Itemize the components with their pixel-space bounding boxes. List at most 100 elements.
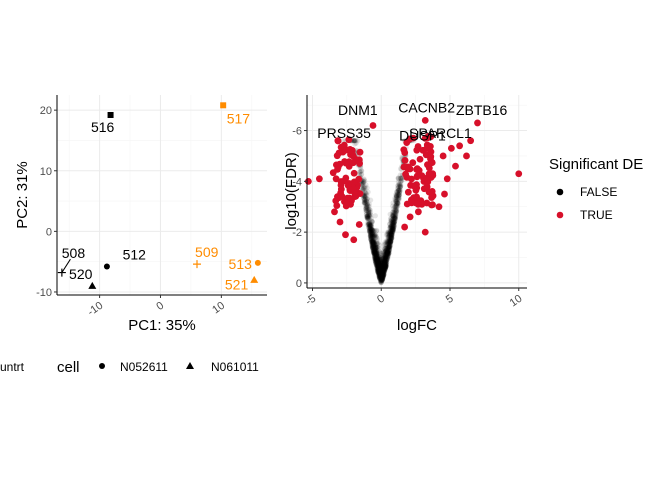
volcano-point-false (392, 214, 398, 220)
volcano-point-false (373, 261, 379, 267)
volcano-point-false (364, 215, 371, 221)
volcano-point-false (385, 250, 391, 256)
volcano-point-false (372, 254, 378, 261)
volcano-point-false (372, 235, 378, 242)
volcano-point-false (378, 274, 384, 280)
volcano-point-false (376, 273, 383, 280)
volcano-point-false (381, 262, 387, 268)
volcano-point-false (377, 268, 383, 275)
volcano-point-false (381, 258, 387, 264)
volcano-point-false (379, 276, 385, 282)
volcano-point-false (365, 212, 371, 218)
volcano-point-false (384, 252, 390, 259)
volcano-point-true (344, 182, 352, 189)
volcano-point-false (384, 249, 390, 255)
volcano-point-false (373, 259, 379, 265)
volcano-point-false (376, 260, 382, 266)
volcano-point-false (379, 254, 385, 260)
volcano-point-false (398, 179, 404, 185)
volcano-point-false (378, 264, 384, 271)
volcano-point-true (350, 178, 358, 186)
volcano-point-false (379, 274, 385, 280)
volcano-point-false (380, 255, 386, 261)
volcano-point-false (356, 171, 363, 177)
volcano-point-false (378, 268, 384, 274)
volcano-point-false (368, 227, 374, 233)
legend-clipped-label: untrt (0, 360, 25, 374)
volcano-point-false (374, 262, 380, 268)
volcano-point-false (376, 269, 383, 275)
volcano-point-false (372, 258, 378, 264)
volcano-point-false (370, 237, 376, 244)
volcano-point-false (372, 256, 378, 262)
volcano-point-false (367, 230, 373, 236)
volcano-point-false (364, 196, 371, 202)
volcano-point-false (370, 234, 376, 240)
volcano-point-false (376, 273, 382, 279)
volcano-point-false (371, 234, 377, 240)
volcano-point-false (388, 234, 394, 241)
volcano-point-false (385, 252, 391, 258)
volcano-point-false (391, 220, 397, 227)
volcano-point-false (394, 198, 400, 204)
pca-label-connector-508 (61, 258, 71, 273)
volcano-point-false (382, 263, 388, 269)
volcano-point-false (376, 270, 382, 276)
volcano-point-false (392, 205, 398, 211)
volcano-point-true (337, 143, 345, 151)
volcano-point-false (390, 209, 396, 215)
volcano-point-true (404, 188, 412, 196)
volcano-point-false (385, 248, 392, 254)
volcano-point-false (361, 179, 367, 185)
volcano-point-false (378, 266, 385, 272)
volcano-point-false (384, 256, 390, 262)
volcano-point-false (369, 234, 375, 240)
volcano-point-false (363, 198, 370, 205)
volcano-point-false (387, 231, 394, 238)
volcano-point-false (369, 244, 376, 250)
volcano-point-false (378, 278, 384, 284)
volcano-point-false (374, 244, 380, 251)
volcano-point-true (350, 169, 358, 177)
volcano-point-false (377, 270, 383, 276)
volcano-point-false (386, 231, 392, 237)
volcano-point-false (388, 232, 394, 238)
volcano-point-false (380, 273, 386, 279)
volcano-point-false (389, 227, 396, 233)
volcano-point-false (383, 245, 389, 252)
volcano-point-false (365, 213, 371, 219)
volcano-point-false (380, 272, 386, 278)
volcano-point-false (390, 225, 396, 231)
volcano-point-false (387, 239, 393, 245)
volcano-point-false (378, 269, 384, 275)
volcano-point-false (359, 168, 365, 174)
volcano-point-false (364, 196, 370, 202)
volcano-point-false (371, 247, 378, 254)
volcano-point-false (373, 245, 379, 251)
volcano-point-false (368, 215, 374, 221)
volcano-point-false (379, 260, 386, 266)
volcano-point-false (379, 278, 385, 284)
pca-y-tick-label: 0 (46, 226, 52, 238)
volcano-point-false (365, 225, 372, 231)
volcano-point-false (371, 227, 377, 234)
volcano-point-false (376, 270, 383, 277)
volcano-significant-points (304, 116, 523, 244)
volcano-point-false (392, 211, 398, 217)
volcano-point-false (373, 246, 379, 252)
volcano-point-false (394, 197, 400, 203)
volcano-point-false (363, 199, 369, 205)
volcano-point-false (371, 243, 377, 249)
volcano-point-false (393, 204, 399, 211)
volcano-point-false (389, 222, 395, 228)
volcano-point-false (373, 257, 379, 263)
volcano-point-false (369, 242, 375, 248)
volcano-point-false (383, 262, 389, 269)
volcano-point-false (386, 234, 392, 240)
volcano-point-false (388, 229, 394, 236)
volcano-point-false (391, 212, 397, 219)
volcano-point-false (368, 228, 374, 234)
volcano-point-false (377, 275, 383, 281)
volcano-point-false (372, 251, 378, 257)
volcano-point-false (371, 250, 377, 257)
